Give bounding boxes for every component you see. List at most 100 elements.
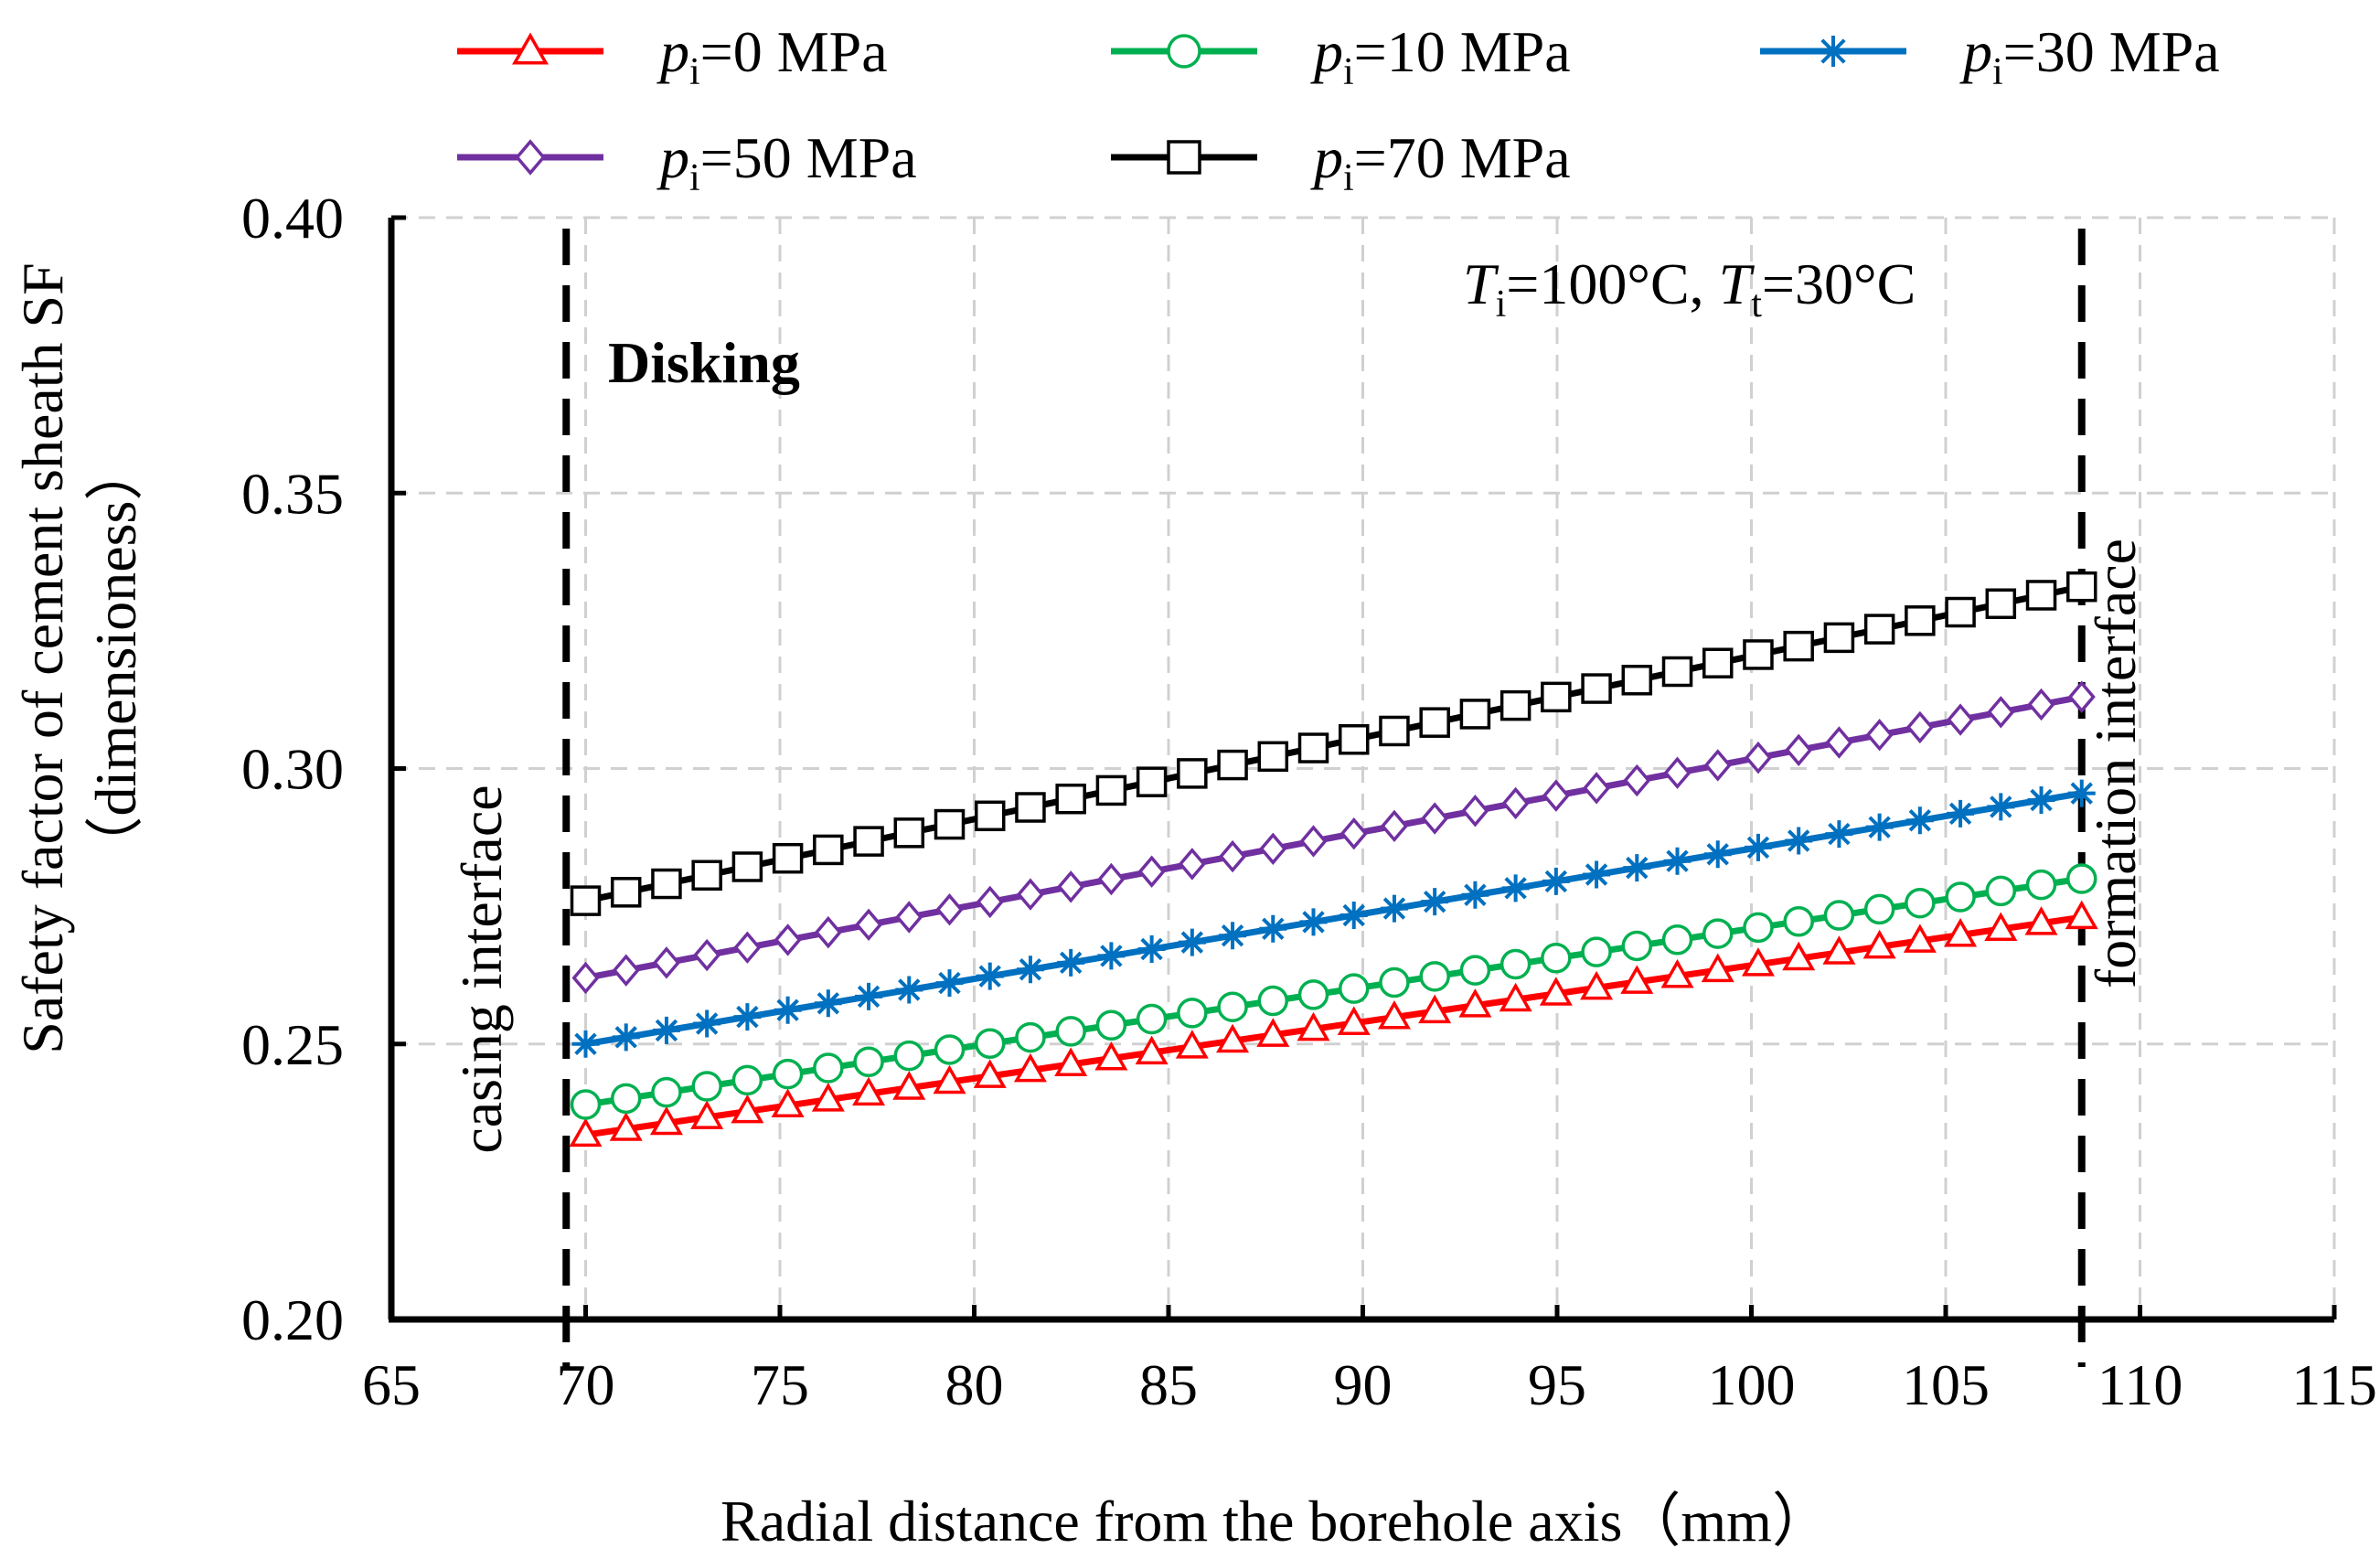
square-marker (1055, 783, 1086, 815)
triangle-marker (1660, 958, 1694, 988)
triangle-marker (771, 1088, 805, 1118)
disking-annotation: Disking (608, 330, 800, 395)
star-marker (814, 989, 842, 1018)
square-marker (772, 842, 804, 874)
axes (388, 215, 2337, 1323)
square-marker (1823, 622, 1855, 654)
triangle-marker (1377, 999, 1411, 1030)
star-marker (1542, 867, 1570, 895)
triangle-marker (811, 1083, 845, 1112)
star-marker (1057, 948, 1085, 977)
square-marker (651, 868, 682, 900)
star-marker (2027, 786, 2055, 815)
diamond-marker (1947, 703, 1975, 736)
square-marker (1905, 605, 1936, 636)
square-marker (1297, 732, 1329, 763)
diamond-marker (1259, 832, 1287, 865)
square-marker (813, 834, 844, 866)
square-marker (934, 808, 966, 840)
circle-marker (1783, 905, 1814, 937)
square-marker (853, 826, 884, 857)
star-marker (693, 1009, 721, 1038)
series-line (584, 693, 2083, 981)
star-marker (1663, 847, 1692, 875)
circle-marker (1095, 1009, 1127, 1041)
x-tick-label: 90 (1334, 1352, 1393, 1417)
square-marker (1095, 774, 1127, 806)
square-marker (893, 817, 925, 849)
triangle-marker (569, 1117, 603, 1148)
square-marker (1661, 656, 1693, 688)
diamond-marker (1501, 786, 1530, 820)
square-marker (1743, 639, 1774, 670)
star-marker (1865, 813, 1894, 841)
x-tick-label: 70 (557, 1352, 615, 1417)
star-marker (1905, 806, 1934, 835)
circle-marker (2066, 863, 2097, 894)
diamond-marker (895, 901, 923, 934)
square-marker (1581, 673, 1612, 704)
triangle-marker (690, 1100, 724, 1129)
square-marker (1459, 699, 1491, 730)
circle-marker (1167, 34, 1201, 69)
square-marker (570, 885, 602, 916)
legend: pi=0 MPa pi=10 MPa pi=30 MPa pi=50 MPa pi=70… (457, 19, 2220, 199)
formation-interface-label: formation interface (2083, 539, 2148, 988)
x-tick-label: 100 (1708, 1352, 1796, 1417)
star-marker (2067, 779, 2096, 807)
diamond-marker (774, 924, 802, 956)
square-marker (1379, 715, 1410, 747)
star-marker (1744, 833, 1772, 861)
square-marker (1985, 588, 2017, 619)
diamond-marker (612, 954, 640, 987)
diamond-marker (1057, 870, 1085, 903)
series-line (584, 583, 2083, 904)
star-marker (976, 962, 1004, 990)
diamond-marker (1219, 839, 1247, 873)
square-marker (1136, 766, 1168, 797)
circle-marker (1541, 943, 1572, 974)
triangle-marker (1862, 929, 1896, 959)
legend-label: pi=70 MPa (1310, 125, 1571, 199)
legend-label: pi=0 MPa (656, 19, 888, 93)
circle-marker (731, 1064, 763, 1096)
diamond-marker (855, 908, 883, 942)
circle-marker (974, 1028, 1006, 1060)
star-marker (1137, 935, 1166, 964)
triangle-marker (1701, 953, 1734, 983)
square-marker (1863, 614, 1895, 645)
diamond-marker (814, 915, 842, 949)
legend-entry: pi=50 MPa (457, 125, 917, 199)
diamond-marker (976, 885, 1004, 919)
circle-marker (934, 1034, 966, 1065)
x-tick-label: 95 (1528, 1352, 1586, 1417)
circle-marker (1297, 979, 1329, 1010)
diamond-marker (2067, 680, 2096, 713)
diamond-marker (1663, 756, 1692, 789)
diamond-marker (1785, 733, 1813, 767)
star-marker (1583, 860, 1611, 889)
circle-marker (570, 1089, 602, 1120)
diamond-marker (1097, 862, 1126, 896)
triangle-marker (933, 1064, 966, 1095)
square-marker (1783, 630, 1814, 662)
triangle-marker (973, 1059, 1007, 1088)
temperature-annotation: Ti=100°C, Tt=30°C (1463, 251, 1916, 326)
square-marker (1945, 596, 1976, 628)
circle-marker (1863, 893, 1895, 925)
x-tick-label: 65 (362, 1352, 421, 1417)
diamond-marker (1905, 710, 1934, 744)
diamond-marker (571, 961, 600, 995)
diamond-marker (515, 139, 546, 176)
series-line (584, 790, 2083, 1048)
square-marker (1621, 665, 1653, 696)
diamond-marker (652, 946, 680, 979)
legend-entry: pi=70 MPa (1111, 125, 1571, 199)
circle-marker (1702, 918, 1734, 949)
circle-marker (691, 1071, 722, 1102)
circle-marker (1338, 973, 1370, 1004)
diamond-marker (1987, 696, 2015, 729)
triangle-marker (1741, 947, 1775, 977)
y-tick-label: 0.35 (241, 461, 344, 526)
